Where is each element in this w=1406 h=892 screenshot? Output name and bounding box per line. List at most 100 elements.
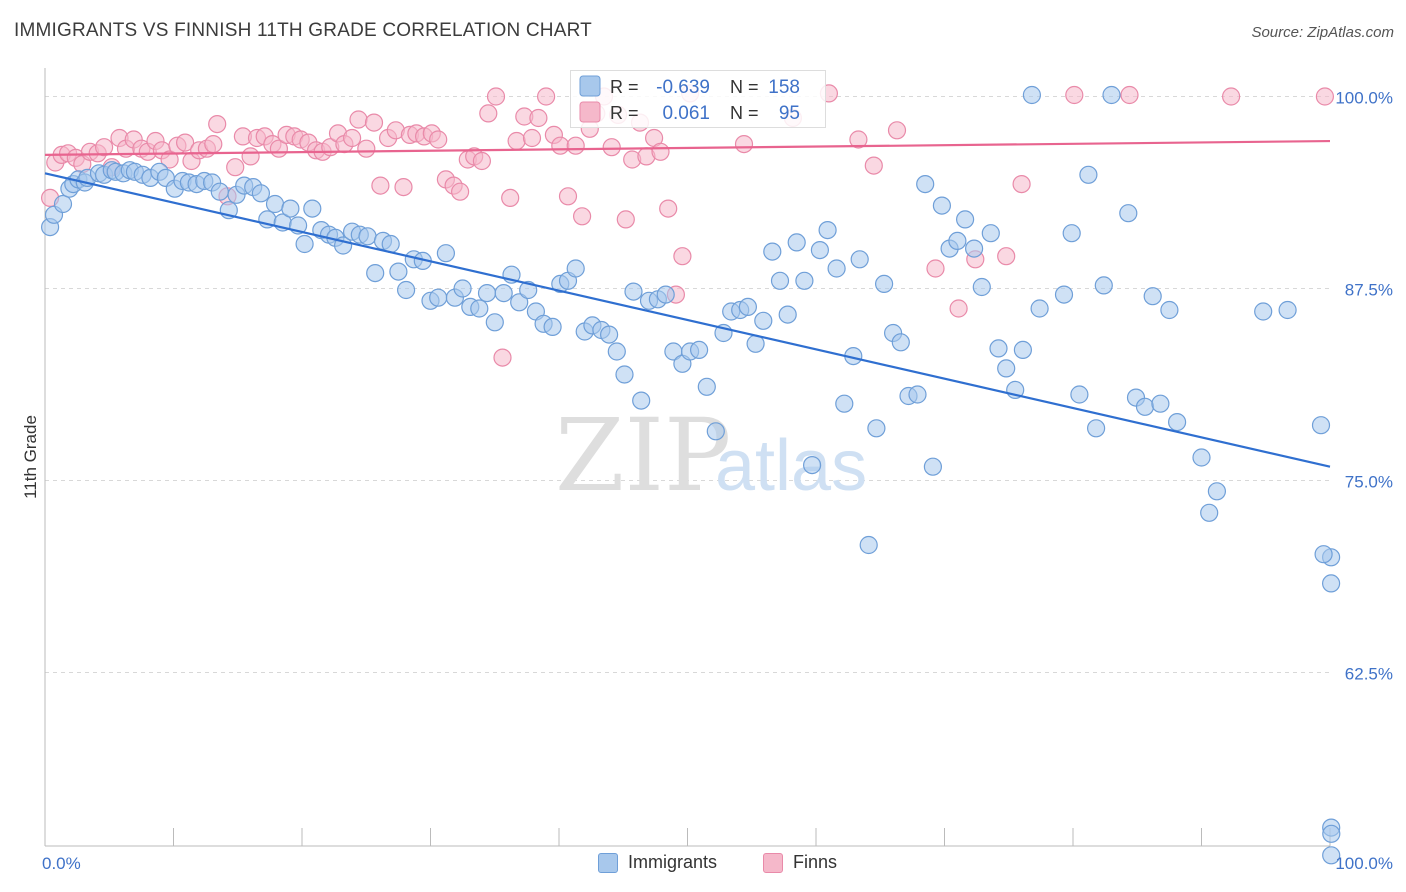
trend-lines xyxy=(44,139,1331,468)
x-tick-label-0: 0.0% xyxy=(42,854,81,873)
finns-point-85 xyxy=(651,142,670,161)
imm-r-value: -0.639 xyxy=(656,77,710,98)
immigrants-point-128 xyxy=(1054,285,1074,304)
finns-point-74 xyxy=(572,207,592,226)
immigrants-point-49 xyxy=(397,280,416,300)
immigrants-point-132 xyxy=(1086,419,1106,438)
finns-point-60 xyxy=(472,151,491,171)
immigrants-point-60 xyxy=(485,313,504,332)
immigrants-point-48 xyxy=(389,262,408,281)
immigrants-point-77 xyxy=(624,282,643,301)
finns-point-67 xyxy=(522,128,542,148)
finns-swatch xyxy=(579,101,601,123)
immigrants-point-101 xyxy=(818,221,837,240)
immigrants-point-2 xyxy=(53,194,73,214)
finns-point-19 xyxy=(176,133,195,152)
finns-point-26 xyxy=(226,158,245,177)
immigrants-point-113 xyxy=(916,175,935,194)
immigrants-point-70 xyxy=(566,259,585,278)
finns-point-96 xyxy=(926,259,945,278)
finns-point-64 xyxy=(501,188,520,207)
source-label: Source: ZipAtlas.com xyxy=(1251,24,1394,41)
finns-n-label: N = xyxy=(730,103,759,123)
immigrants-point-103 xyxy=(835,394,854,413)
finns-point-8 xyxy=(94,138,114,157)
watermark-zip: ZIP xyxy=(555,397,731,514)
immigrants-point-94 xyxy=(763,242,782,261)
y-tick-label-1: 87.5% xyxy=(1345,281,1393,300)
finns-point-93 xyxy=(849,130,868,149)
immigrants-point-122 xyxy=(989,339,1008,358)
imm-n-value: 158 xyxy=(768,77,800,98)
immigrants-point-112 xyxy=(908,385,927,404)
legend-item-immigrants[interactable]: Immigrants xyxy=(598,852,717,873)
immigrants-point-130 xyxy=(1070,385,1089,404)
immigrants-point-145 xyxy=(1254,302,1273,321)
finns-point-44 xyxy=(357,139,376,158)
finns-point-63 xyxy=(493,348,512,367)
immigrants-point-137 xyxy=(1135,397,1155,416)
immigrants-point-81 xyxy=(656,285,675,304)
immigrants-point-86 xyxy=(697,377,716,396)
immigrants-point-146 xyxy=(1278,300,1297,320)
legend-label-finns: Finns xyxy=(793,852,838,872)
finns-point-78 xyxy=(602,138,621,157)
watermark-atlas: atlas xyxy=(715,426,867,506)
finns-point-28 xyxy=(241,147,260,166)
immigrants-points xyxy=(40,85,1341,865)
immigrants-point-96 xyxy=(778,305,797,324)
finns-point-54 xyxy=(429,130,448,149)
tick-labels: 100.0% 87.5% 75.0% 62.5% 0.0% 100.0% xyxy=(42,89,1393,874)
immigrants-swatch xyxy=(579,75,601,97)
immigrants-point-148 xyxy=(1321,574,1341,593)
finns-point-24 xyxy=(208,114,227,134)
immigrants-point-140 xyxy=(1160,300,1179,320)
finns-point-90 xyxy=(734,135,754,154)
finns-point-88 xyxy=(673,247,692,266)
immigrants-point-76 xyxy=(615,365,634,384)
immigrants-point-125 xyxy=(1013,340,1033,359)
finns-point-17 xyxy=(160,150,179,169)
finns-point-42 xyxy=(343,128,362,148)
finns-point-46 xyxy=(371,176,390,195)
legend-item-finns[interactable]: Finns xyxy=(763,852,837,873)
stats-legend: R = -0.639 N = 158 R = 0.061 N = 95 xyxy=(570,70,826,128)
immigrants-point-118 xyxy=(955,210,975,229)
immigrants-point-115 xyxy=(932,196,952,215)
immigrants-point-152 xyxy=(1322,824,1341,843)
finns-point-95 xyxy=(887,121,907,140)
immigrants-point-37 xyxy=(303,199,322,218)
immigrants-point-131 xyxy=(1079,165,1098,184)
immigrants-point-97 xyxy=(787,233,806,252)
immigrants-point-58 xyxy=(470,299,489,318)
immigrants-point-99 xyxy=(802,456,822,475)
immigrants-point-141 xyxy=(1167,413,1187,432)
immigrants-point-87 xyxy=(706,422,725,441)
immigrants-point-100 xyxy=(810,241,830,260)
immigrants-trend-line xyxy=(44,172,1331,468)
immigrants-point-147 xyxy=(1311,416,1331,435)
immigrants-point-45 xyxy=(366,264,385,283)
immigrants-point-144 xyxy=(1207,482,1227,501)
immigrants-point-53 xyxy=(429,288,448,307)
immigrants-point-95 xyxy=(770,271,790,290)
immigrants-point-75 xyxy=(607,342,626,361)
immigrants-point-30 xyxy=(251,184,270,203)
chart-title: IMMIGRANTS VS FINNISH 11TH GRADE CORRELA… xyxy=(14,20,592,41)
immigrants-point-61 xyxy=(494,284,513,303)
immigrants-point-64 xyxy=(519,280,538,300)
y-tick-label-0: 100.0% xyxy=(1335,89,1393,108)
immigrants-point-129 xyxy=(1062,224,1081,243)
finns-point-71 xyxy=(551,136,570,155)
finns-point-57 xyxy=(451,182,470,201)
immigrants-point-126 xyxy=(1022,85,1042,105)
finns-n-value: 95 xyxy=(779,103,800,124)
finns-point-49 xyxy=(394,178,413,197)
immigrants-point-127 xyxy=(1030,299,1049,318)
immigrants-point-44 xyxy=(358,227,377,246)
immigrants-point-142 xyxy=(1192,448,1211,467)
immigrants-point-25 xyxy=(210,182,229,201)
legend-swatch-finns xyxy=(763,852,783,873)
legend-label-immigrants: Immigrants xyxy=(628,852,718,872)
finns-point-97 xyxy=(949,299,968,318)
